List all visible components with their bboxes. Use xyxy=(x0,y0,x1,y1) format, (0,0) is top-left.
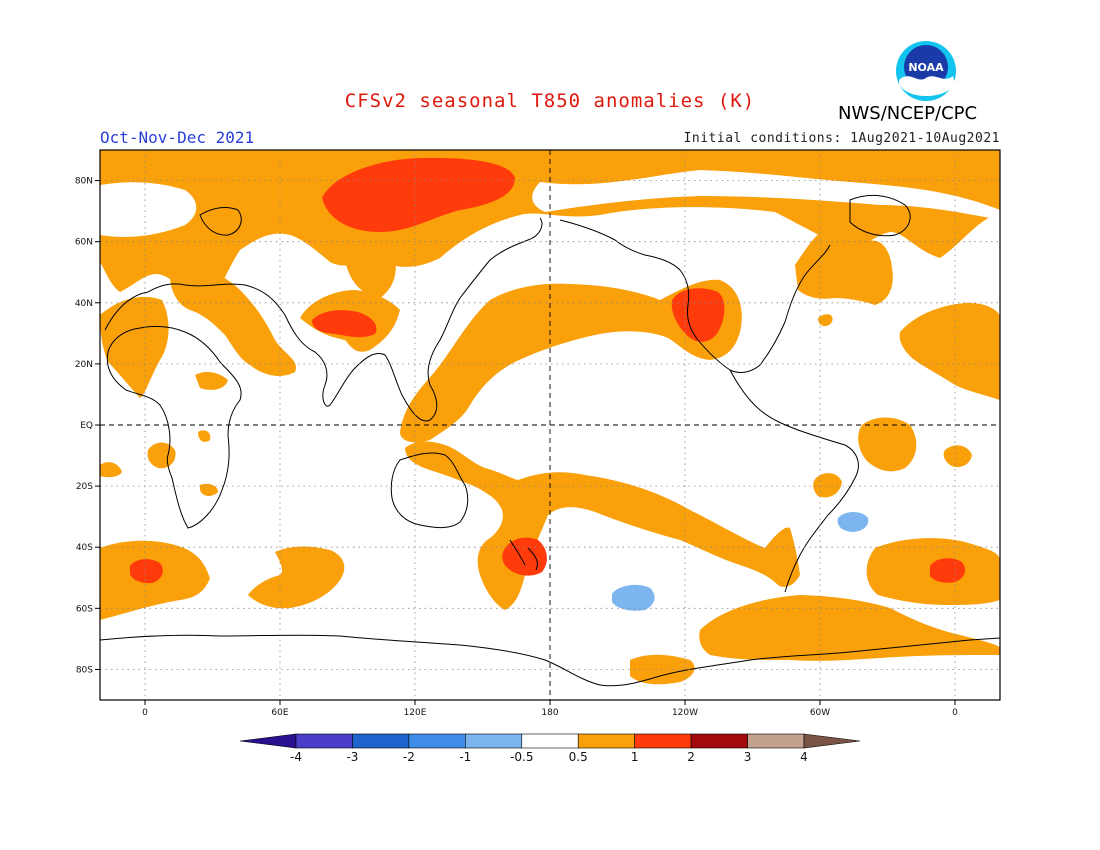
chart-title: CFSv2 seasonal T850 anomalies (K) xyxy=(344,90,756,112)
lat-tick-label: 80S xyxy=(76,665,93,675)
warm-core-tibet xyxy=(312,310,377,338)
colorbar-label: -0.5 xyxy=(510,750,533,764)
colorbar-swatch xyxy=(295,733,353,749)
colorbar-swatch xyxy=(408,733,466,749)
colorbar-swatch xyxy=(690,733,748,749)
colorbar-end-low xyxy=(239,733,297,749)
colorbar-label: 1 xyxy=(631,750,639,764)
colorbar-swatch xyxy=(747,733,805,749)
logo-text: NOAA xyxy=(908,61,944,74)
noaa-logo-icon: NOAA xyxy=(896,41,956,101)
cool-south-pacific xyxy=(612,584,655,611)
lon-tick-label: 60W xyxy=(810,708,830,718)
colorbar-swatch xyxy=(634,733,692,749)
colorbar-swatch xyxy=(521,733,579,749)
colorbar-label: -1 xyxy=(459,750,471,764)
cool-south-atlantic xyxy=(837,512,869,532)
warm-core-siberia xyxy=(322,157,515,232)
lat-tick-label: 40S xyxy=(76,543,93,553)
lon-tick-label: 0 xyxy=(952,708,958,718)
colorbar-label: 4 xyxy=(800,750,808,764)
lat-tick-label: 40N xyxy=(75,299,93,309)
warm-core-south-atlantic xyxy=(930,558,966,583)
lon-tick-label: 120W xyxy=(672,708,698,718)
lon-axis: 0 60E 120E 180 120W 60W 0 xyxy=(142,700,958,718)
lon-tick-label: 60E xyxy=(271,708,288,718)
colorbar-label: -4 xyxy=(290,750,302,764)
colorbar-end-high xyxy=(803,733,861,749)
colorbar-swatch xyxy=(465,733,523,749)
agency-label: NWS/NCEP/CPC xyxy=(838,103,978,124)
lat-tick-label: 20N xyxy=(75,360,93,370)
lat-tick-label: 80N xyxy=(75,177,93,187)
lon-tick-label: 180 xyxy=(541,708,558,718)
colorbar-label: 3 xyxy=(744,750,752,764)
lat-axis: 80N 60N 40N 20N EQ 20S 40S 60S 80S xyxy=(75,177,100,675)
colorbar-label: 2 xyxy=(687,750,695,764)
reference-lines xyxy=(100,150,1000,700)
season-label: Oct-Nov-Dec 2021 xyxy=(100,128,255,147)
initial-conditions-label: Initial conditions: 1Aug2021-10Aug2021 xyxy=(683,131,1000,146)
lon-tick-label: 0 xyxy=(142,708,148,718)
colorbar-label: -3 xyxy=(346,750,358,764)
lat-tick-label: 60S xyxy=(76,604,93,614)
lat-tick-label: 60N xyxy=(75,238,93,248)
colorbar-swatch xyxy=(352,733,410,749)
warm-core-sw-usa xyxy=(671,288,725,342)
lat-tick-label: EQ xyxy=(80,421,93,431)
colorbar-label: -2 xyxy=(403,750,415,764)
colorbar: -4 -3 -2 -1 -0.5 0.5 1 2 3 4 xyxy=(239,733,861,764)
colorbar-swatch xyxy=(577,733,635,749)
colorbar-label: 0.5 xyxy=(569,750,588,764)
lat-tick-label: 20S xyxy=(76,482,93,492)
coastlines xyxy=(100,194,1000,687)
lon-tick-label: 120E xyxy=(404,708,427,718)
